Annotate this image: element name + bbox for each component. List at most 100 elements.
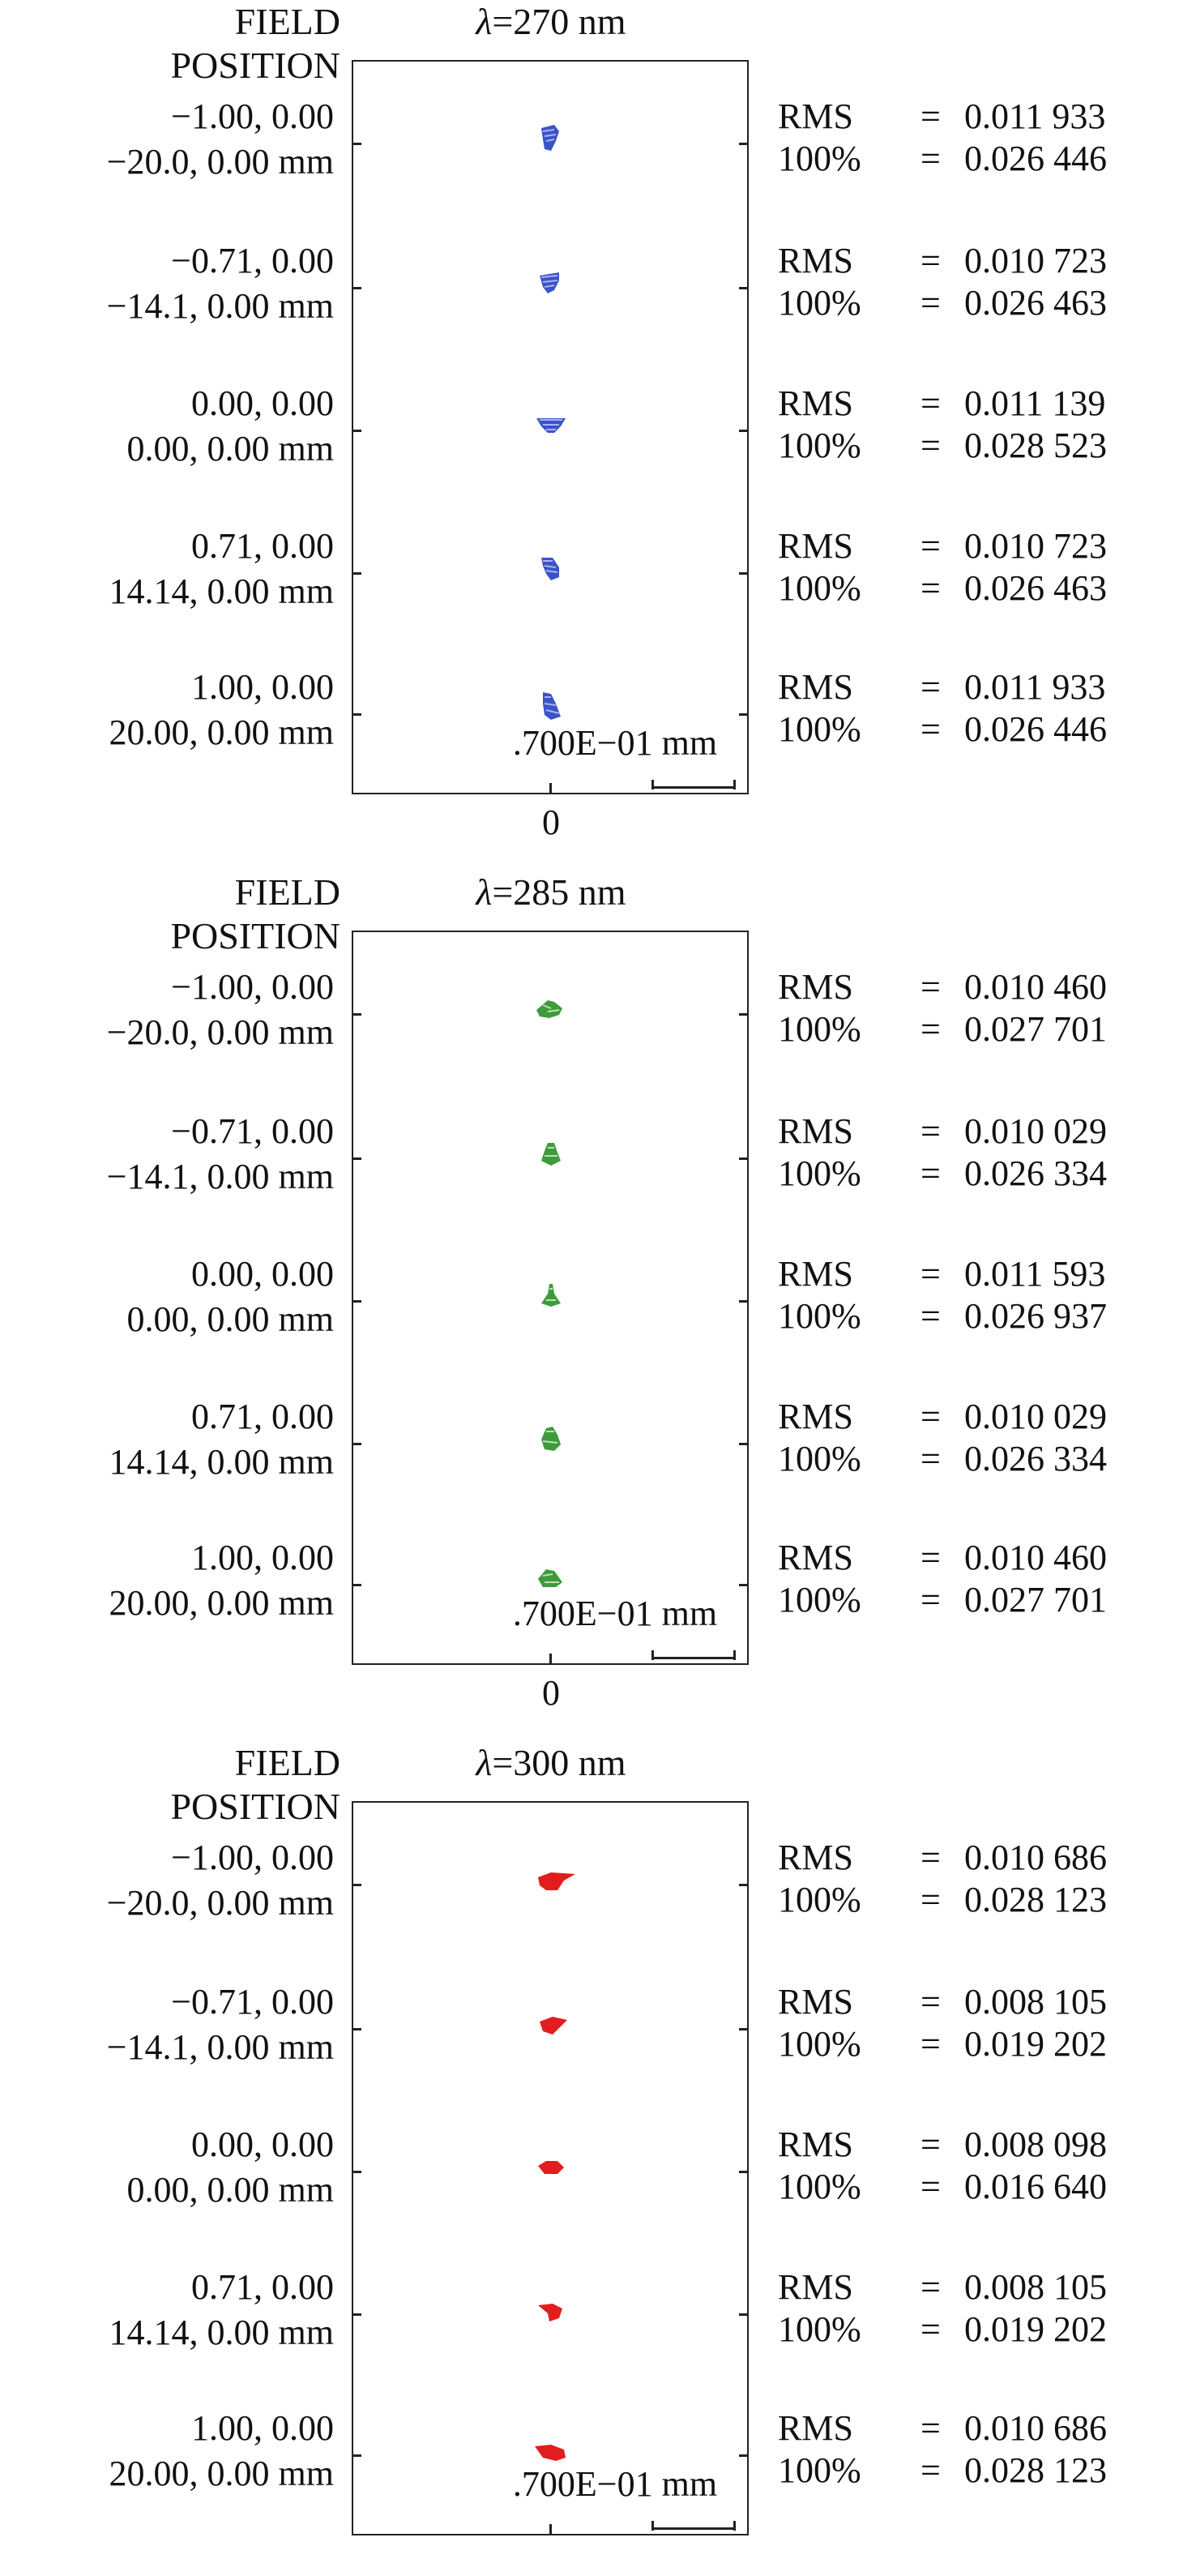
field-label: −0.71, 0.00 −14.1, 0.00 mm <box>0 1979 334 2070</box>
hundred-value: 0.019 202 <box>964 2309 1107 2349</box>
rms-value: 0.008 098 <box>964 2125 1107 2164</box>
hundred-value: 0.028 523 <box>964 426 1107 465</box>
scale-bar <box>651 1657 736 1659</box>
rms-label: RMS <box>778 1538 853 1577</box>
field-coord: 1.00, 0.00 <box>191 1538 334 1577</box>
field-label: 0.71, 0.00 14.14, 0.00 mm <box>0 2265 334 2356</box>
field-header-line: FIELD <box>234 1742 340 1783</box>
equals-sign: = <box>920 2450 941 2490</box>
equals-sign: = <box>920 2267 941 2307</box>
hundred-value: 0.026 334 <box>964 1439 1107 1478</box>
rms-label: RMS <box>778 2125 853 2164</box>
hundred-label: 100% <box>778 1880 861 1919</box>
spot-diagram-panel-270: FIELD POSITION λ=270 nm 0 .700E−01 mm −1… <box>0 0 1196 842</box>
wavelength-value: =285 nm <box>492 871 626 913</box>
scale-bar <box>651 2527 736 2530</box>
rms-label: RMS <box>778 1397 853 1436</box>
field-mm: −20.0, 0.00 mm <box>106 1012 334 1052</box>
field-mm: 20.00, 0.00 mm <box>109 712 334 752</box>
position-header-line: POSITION <box>170 1786 340 1827</box>
hundred-value: 0.028 123 <box>964 1880 1107 1919</box>
field-row: 0.71, 0.00 14.14, 0.00 mm RMS = 0.008 105 1… <box>0 2265 1196 2407</box>
equals-sign: = <box>920 426 941 465</box>
field-row: 0.71, 0.00 14.14, 0.00 mm RMS = 0.010 029 1… <box>0 1394 1196 1537</box>
equals-sign: = <box>920 2167 941 2206</box>
rms-value: 0.010 686 <box>964 2408 1107 2448</box>
hundred-label: 100% <box>778 2309 861 2349</box>
left-tick <box>352 1300 361 1303</box>
rms-label: RMS <box>778 1838 853 1877</box>
left-tick <box>352 287 361 289</box>
field-coord: −0.71, 0.00 <box>171 1111 334 1151</box>
hundred-label: 100% <box>778 1439 861 1478</box>
field-mm: 0.00, 0.00 mm <box>126 1299 334 1339</box>
scale-bar-cap-left <box>651 780 654 789</box>
scale-label: .700E−01 mm <box>512 1594 718 1633</box>
left-tick <box>352 1157 361 1160</box>
spot-blob <box>535 2445 566 2461</box>
field-row: 1.00, 0.00 20.00, 0.00 mm RMS = 0.010 460 1… <box>0 1535 1196 1678</box>
equals-sign: = <box>920 383 941 423</box>
bottom-axis-tick <box>549 1654 552 1665</box>
field-mm: 20.00, 0.00 mm <box>109 2454 334 2493</box>
field-mm: 20.00, 0.00 mm <box>109 1583 334 1623</box>
right-tick <box>739 1013 749 1016</box>
rms-value: 0.010 460 <box>964 1538 1107 1577</box>
spot-blob <box>540 2017 567 2035</box>
field-row: −0.71, 0.00 −14.1, 0.00 mm RMS = 0.010 029 … <box>0 1109 1196 1252</box>
right-tick <box>739 713 749 716</box>
right-tick <box>739 2313 749 2316</box>
axis-zero-label: 0 <box>542 802 560 842</box>
wavelength-value: =300 nm <box>492 1742 626 1783</box>
hundred-value: 0.026 937 <box>964 1296 1107 1336</box>
equals-sign: = <box>920 1538 941 1577</box>
scale-label: .700E−01 mm <box>512 2464 718 2504</box>
right-tick <box>739 2028 749 2030</box>
rms-value: 0.010 460 <box>964 967 1107 1007</box>
rms-label: RMS <box>778 526 853 566</box>
scale-bar-cap-right <box>733 1650 736 1660</box>
rms-value: 0.011 933 <box>964 96 1106 136</box>
left-tick <box>352 1443 361 1445</box>
field-position-header: FIELD POSITION <box>0 0 340 88</box>
equals-sign: = <box>920 2024 941 2064</box>
wavelength-title: λ=300 nm <box>348 1741 754 1785</box>
spot-blob <box>538 2304 562 2321</box>
hundred-value: 0.026 463 <box>964 568 1107 608</box>
spot-blob <box>538 2161 564 2174</box>
field-coord: 0.71, 0.00 <box>191 2267 334 2307</box>
right-tick <box>739 2454 749 2457</box>
field-label: 1.00, 0.00 20.00, 0.00 mm <box>0 2406 334 2497</box>
equals-sign: = <box>920 1982 941 2022</box>
equals-sign: = <box>920 967 941 1007</box>
field-coord: 0.00, 0.00 <box>191 383 334 423</box>
spot-blob <box>541 1284 561 1307</box>
lambda-symbol: λ <box>476 871 493 913</box>
axis-zero-label: 0 <box>542 1673 560 1713</box>
equals-sign: = <box>920 1580 941 1620</box>
field-mm: 14.14, 0.00 mm <box>109 571 334 611</box>
field-label: 0.71, 0.00 14.14, 0.00 mm <box>0 524 334 614</box>
field-mm: −14.1, 0.00 mm <box>106 2027 334 2067</box>
equals-sign: = <box>920 96 941 136</box>
right-tick <box>739 2171 749 2173</box>
scale-bar-cap-right <box>733 2521 736 2531</box>
spot-diagram-panel-285: FIELD POSITION λ=285 nm 0 .700E−01 mm −1… <box>0 871 1196 1713</box>
equals-sign: = <box>920 1296 941 1336</box>
left-tick <box>352 430 361 432</box>
field-label: −1.00, 0.00 −20.0, 0.00 mm <box>0 94 334 185</box>
field-coord: −1.00, 0.00 <box>171 96 334 136</box>
hundred-label: 100% <box>778 2024 861 2064</box>
right-tick <box>739 430 749 432</box>
left-tick <box>352 572 361 575</box>
field-coord: −1.00, 0.00 <box>171 967 334 1007</box>
scale-bar-cap-right <box>733 780 736 789</box>
equals-sign: = <box>920 526 941 566</box>
equals-sign: = <box>920 1838 941 1877</box>
field-mm: 14.14, 0.00 mm <box>109 2313 334 2352</box>
rms-value: 0.010 029 <box>964 1111 1107 1151</box>
right-tick <box>739 1884 749 1886</box>
hundred-value: 0.019 202 <box>964 2024 1107 2064</box>
field-row: −0.71, 0.00 −14.1, 0.00 mm RMS = 0.008 105 … <box>0 1979 1196 2122</box>
rms-value: 0.008 105 <box>964 2267 1107 2307</box>
